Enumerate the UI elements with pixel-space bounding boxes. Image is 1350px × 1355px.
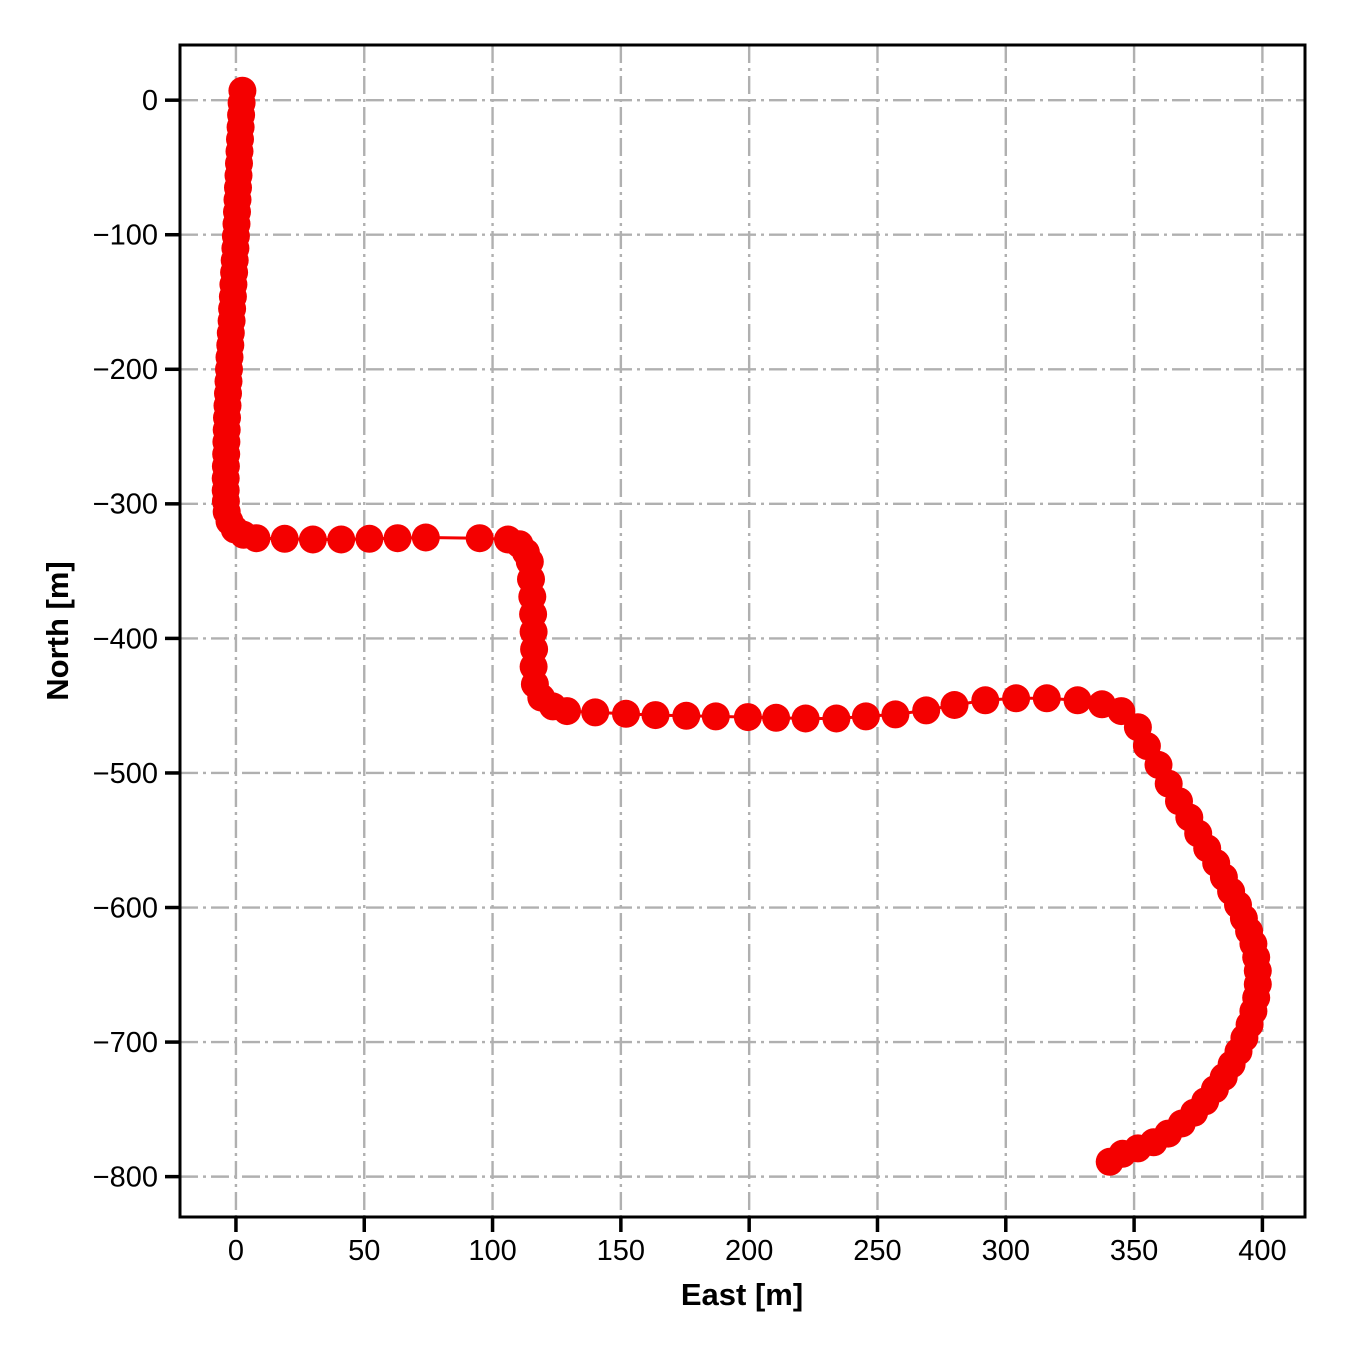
trajectory-point: [762, 703, 791, 732]
x-axis-tick-label: 100: [468, 1235, 516, 1267]
y-axis-label: North [m]: [40, 561, 75, 700]
tick-layer: 0 50 100 150 200 250 300 350 400 0 −100 −200 −300 −40…: [93, 85, 1287, 1267]
trajectory-point: [270, 524, 299, 553]
trajectory-point: [1002, 684, 1031, 713]
trajectory-point: [971, 686, 1000, 715]
trajectory-point: [411, 523, 440, 552]
y-axis-tick-label: 0: [142, 85, 158, 117]
x-axis-tick-label: 350: [1110, 1235, 1158, 1267]
trajectory-point: [733, 703, 762, 732]
y-axis-tick-label: −300: [93, 489, 158, 521]
trajectory-point: [672, 701, 701, 730]
x-axis-tick-label: 0: [228, 1235, 244, 1267]
trajectory-point: [612, 699, 640, 728]
trajectory-point: [1063, 686, 1092, 715]
trajectory-point: [851, 702, 880, 731]
trajectory-point: [581, 698, 610, 727]
trajectory-point: [383, 524, 412, 553]
y-axis-tick-label: −600: [93, 892, 158, 924]
x-axis-tick-label: 300: [982, 1235, 1030, 1267]
trajectory-point: [1032, 684, 1061, 713]
y-axis-tick-label: −500: [93, 758, 158, 790]
trajectory-point: [327, 525, 356, 554]
x-axis-label: East [m]: [681, 1277, 803, 1312]
trajectory-point: [940, 691, 969, 719]
x-axis-tick-label: 400: [1238, 1235, 1286, 1267]
trajectory-point: [822, 704, 851, 733]
grid-layer: [180, 45, 1305, 1217]
trajectory-point: [553, 697, 581, 726]
x-axis-tick-label: 50: [348, 1235, 380, 1267]
trajectory-point: [701, 702, 730, 731]
trajectory-point: [1095, 1147, 1124, 1176]
trajectory-point: [355, 524, 384, 553]
trajectory-line: [224, 90, 1260, 1164]
y-axis-tick-label: −100: [93, 220, 158, 252]
trajectory-point: [242, 524, 271, 553]
trajectory-point: [912, 696, 941, 725]
trajectory-point: [881, 700, 910, 729]
trajectory-point: [465, 524, 494, 553]
y-axis-tick-label: −700: [93, 1027, 158, 1059]
y-axis-tick-label: −200: [93, 354, 158, 386]
x-axis-tick-label: 150: [597, 1235, 645, 1267]
y-axis-tick-label: −400: [93, 623, 158, 655]
trajectory-point: [641, 701, 670, 730]
y-axis-tick-label: −800: [93, 1161, 158, 1193]
trajectory-point: [791, 704, 820, 733]
trajectory-point: [298, 525, 327, 554]
x-axis-tick-label: 250: [853, 1235, 901, 1267]
x-axis-tick-label: 200: [725, 1235, 773, 1267]
trajectory-series: [211, 76, 1272, 1176]
plot-border: [178, 43, 1307, 1219]
